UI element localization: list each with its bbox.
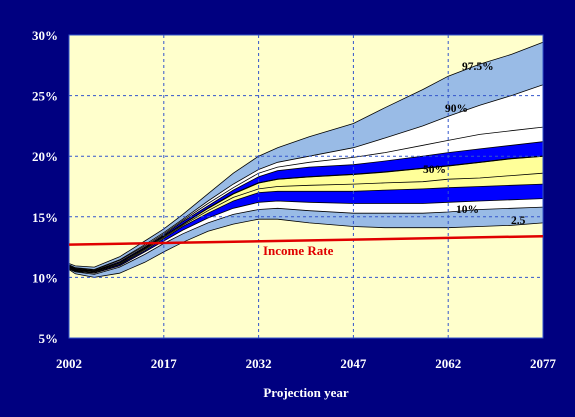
- percentile-band-2: [69, 84, 543, 271]
- plot-border: [68, 34, 544, 339]
- x-tick-label: 2062: [435, 356, 461, 371]
- label-10: 10%: [456, 204, 479, 216]
- percentile-band-9: [69, 207, 543, 278]
- label-2-5: 2.5: [511, 215, 526, 227]
- y-tick-label: 15%: [32, 210, 58, 225]
- y-axis-ticks: 5% 10% 15% 20% 25% 30%: [32, 28, 58, 346]
- percentile-band-5: [69, 156, 543, 272]
- x-axis-ticks: 2002 2017 2032 2047 2062 2077: [56, 356, 557, 371]
- y-tick-label: 30%: [32, 28, 58, 43]
- y-tick-label: 20%: [32, 149, 58, 164]
- y-tick-label: 10%: [32, 270, 58, 285]
- percentile-line-8: [68, 198, 544, 274]
- percentile-line-4: [68, 141, 544, 272]
- percentile-band-3: [69, 127, 543, 271]
- x-tick-label: 2077: [530, 356, 557, 371]
- label-50: 50%: [423, 164, 446, 176]
- income-rate-group: [68, 234, 544, 246]
- x-tick-label: 2002: [56, 356, 82, 371]
- x-tick-label: 2032: [246, 356, 272, 371]
- percentile-band-8: [69, 198, 543, 275]
- percentile-band-6: [69, 173, 543, 273]
- gridlines: [68, 34, 544, 339]
- x-tick-label: 2047: [340, 356, 367, 371]
- income-rate-label: Income Rate: [263, 243, 334, 258]
- x-axis-title: Projection year: [263, 385, 349, 400]
- label-90: 90%: [445, 103, 468, 115]
- y-tick-label: 25%: [32, 89, 58, 104]
- y-tick-label: 5%: [39, 331, 59, 346]
- x-tick-label: 2017: [151, 356, 178, 371]
- label-97-5: 97.5%: [462, 61, 494, 73]
- median-line: [68, 155, 544, 272]
- median-line-group: [68, 155, 544, 272]
- income-rate-line: [68, 234, 544, 246]
